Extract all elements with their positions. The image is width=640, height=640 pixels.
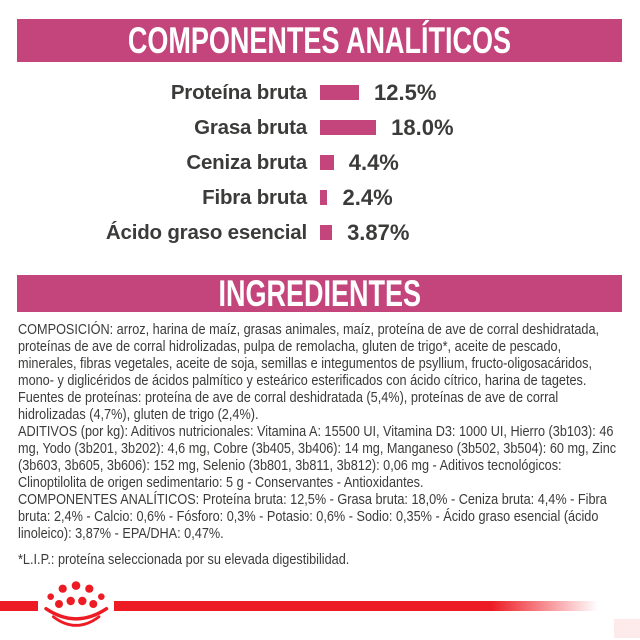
ingredients-banner: INGREDIENTES <box>17 275 622 312</box>
nutrient-bar <box>320 120 377 135</box>
nutrient-label: Proteína bruta <box>170 80 307 104</box>
bottom-right-fade <box>614 619 640 638</box>
nutrient-bar <box>320 155 334 170</box>
royal-canin-crown-icon <box>44 581 109 627</box>
nutrient-bar <box>320 85 359 100</box>
red-band-left <box>0 601 38 611</box>
analytical-components-banner: COMPONENTES ANALÍTICOS <box>17 19 622 62</box>
nutrient-value: 18.0% <box>391 114 454 140</box>
additives-paragraph: ADITIVOS (por kg): Aditivos nutricionale… <box>18 424 617 491</box>
nutrient-value: 2.4% <box>342 184 393 210</box>
nutrient-row: Proteína bruta 12.5% <box>18 75 622 110</box>
nutrient-row: Ceniza bruta 4.4% <box>18 145 622 180</box>
nutrient-label: Fibra bruta <box>202 185 307 209</box>
analytical-components-title: COMPONENTES ANALÍTICOS <box>127 20 512 61</box>
nutrient-value: 12.5% <box>374 79 437 105</box>
label-body-text: COMPOSICIÓN: arroz, harina de maíz, gras… <box>18 322 622 569</box>
analytical-constituents-paragraph: COMPONENTES ANALÍTICOS: Proteína bruta: … <box>18 492 607 542</box>
red-band-right <box>114 601 598 611</box>
nutrient-row: Fibra bruta 2.4% <box>18 180 622 215</box>
nutrient-row: Ácido graso esencial 3.87% <box>18 215 622 250</box>
nutrient-label: Ácido graso esencial <box>105 220 307 244</box>
nutrient-value: 3.87% <box>347 219 410 245</box>
nutrient-label: Ceniza bruta <box>186 150 307 174</box>
nutrient-value: 4.4% <box>348 149 399 175</box>
nutrient-label: Grasa bruta <box>194 115 307 139</box>
composition-paragraph: COMPOSICIÓN: arroz, harina de maíz, gras… <box>18 322 600 423</box>
lip-footnote: *L.I.P.: proteína seleccionada por su el… <box>18 552 350 568</box>
analytical-components-chart: Proteína bruta 12.5% Grasa bruta 18.0% Ceniz… <box>18 75 622 250</box>
nutrient-bar <box>320 225 333 240</box>
nutrient-row: Grasa bruta 18.0% <box>18 110 622 145</box>
nutrient-bar <box>320 190 328 205</box>
ingredients-title: INGREDIENTES <box>218 273 421 314</box>
